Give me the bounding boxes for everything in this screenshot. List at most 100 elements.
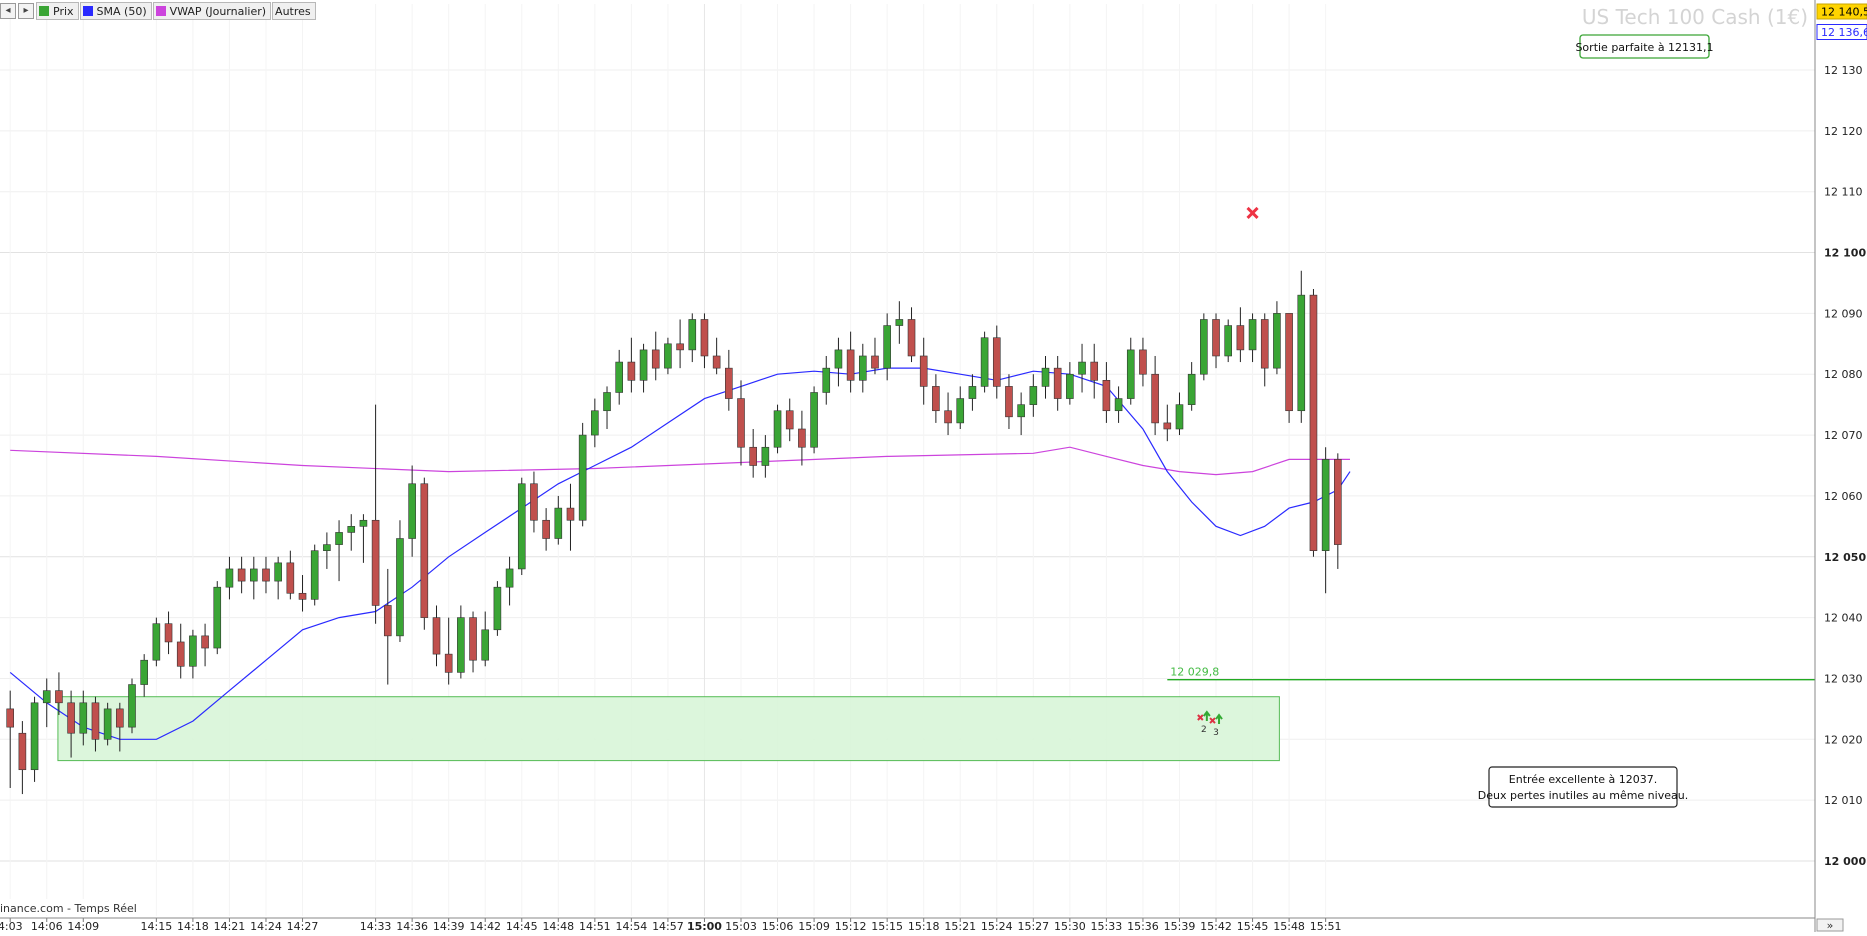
- zoom-in-icon[interactable]: ▸: [18, 3, 34, 19]
- x-tick-label: 15:48: [1273, 920, 1305, 932]
- candle-body: [91, 702, 100, 740]
- x-tick-label: 14:09: [67, 920, 99, 932]
- candle-up: [1224, 319, 1232, 363]
- candle-body: [725, 367, 733, 399]
- candle-body: [1151, 373, 1159, 424]
- candle-body: [493, 586, 502, 631]
- candle-body: [749, 446, 757, 466]
- candle-up: [1175, 392, 1184, 436]
- x-tick-label: 15:27: [1017, 920, 1049, 932]
- candle-down: [627, 337, 636, 393]
- legend-item-vwap[interactable]: VWAP (Journalier): [152, 2, 272, 20]
- candle-body: [1053, 367, 1062, 399]
- legend-item-sma[interactable]: SMA (50): [79, 2, 152, 20]
- candle-down: [176, 623, 185, 679]
- chart-watermark: US Tech 100 Cash (1€): [1582, 5, 1808, 29]
- x-tick-label: 14:33: [360, 920, 392, 932]
- candle-body: [1273, 313, 1281, 369]
- entry-callout-line1: Entrée excellente à 12037.: [1509, 773, 1657, 786]
- candle-body: [323, 544, 331, 551]
- candle-up: [639, 343, 648, 393]
- candle-down: [1285, 313, 1293, 423]
- scroll-right-button[interactable]: »: [1816, 918, 1844, 932]
- candle-up: [810, 386, 818, 454]
- sma-line: [9, 367, 1351, 740]
- candle-body: [603, 392, 611, 412]
- candle-down: [420, 477, 429, 630]
- candle-down: [1334, 453, 1342, 569]
- candle-down: [749, 428, 757, 478]
- chart-legend-bar: ◂ ▸ Prix SMA (50) VWAP (Journalier) Autr…: [0, 2, 317, 20]
- candle-down: [286, 550, 295, 600]
- candle-body: [310, 550, 319, 600]
- candle-body: [1248, 319, 1257, 351]
- candle-body: [457, 617, 465, 673]
- candle-up: [42, 678, 51, 728]
- candle-body: [530, 483, 538, 521]
- x-tick-label: 15:21: [944, 920, 976, 932]
- candle-body: [42, 690, 51, 704]
- x-tick-label: 15:51: [1310, 920, 1342, 932]
- price-tag: 12 136,6: [1816, 24, 1867, 40]
- candle-body: [213, 586, 222, 649]
- candle-body: [773, 410, 782, 448]
- candle-up: [956, 386, 965, 429]
- candle-down: [164, 611, 173, 655]
- candle-body: [152, 623, 161, 661]
- vwap-swatch: [155, 6, 166, 16]
- candle-up: [347, 514, 356, 551]
- candle-body: [1163, 422, 1172, 430]
- candle-up: [603, 386, 611, 429]
- candle-body: [517, 483, 526, 570]
- candle-body: [761, 446, 770, 466]
- candle-body: [1078, 361, 1086, 375]
- x-tick-label: 15:00: [687, 920, 722, 932]
- x-tick-label: 14:06: [31, 920, 63, 932]
- legend-label-autres: Autres: [275, 4, 311, 18]
- candle-body: [664, 343, 672, 369]
- entry-callout-box: [1488, 766, 1678, 808]
- legend-item-prix[interactable]: Prix: [36, 2, 79, 20]
- candle-up: [1078, 343, 1086, 393]
- candle-down: [469, 611, 477, 673]
- y-tick-label: 12 130: [1824, 64, 1863, 77]
- legend-item-autres[interactable]: Autres: [272, 2, 316, 20]
- candle-body: [1102, 380, 1111, 412]
- candle-down: [18, 721, 27, 795]
- x-tick-label: 14:45: [506, 920, 538, 932]
- candle-down: [871, 337, 879, 375]
- candle-body: [1334, 459, 1342, 545]
- candle-up: [79, 690, 88, 746]
- price-tag-label: 12 140,5: [1821, 6, 1867, 19]
- candle-body: [883, 325, 891, 369]
- candle-body: [566, 507, 575, 521]
- candle-body: [18, 732, 27, 771]
- candle-down: [116, 702, 124, 752]
- candle-body: [201, 635, 209, 649]
- exit-callout-box: [1579, 34, 1710, 59]
- candle-body: [919, 355, 928, 387]
- candle-body: [1139, 349, 1147, 375]
- candle-body: [615, 361, 624, 393]
- x-tick-label: 14:27: [287, 920, 319, 932]
- source-label: inance.com - Temps Réel: [0, 902, 137, 915]
- scroll-right-icon: »: [1827, 919, 1834, 932]
- candle-body: [591, 410, 599, 436]
- candle-up: [591, 398, 599, 448]
- candle-down: [91, 696, 100, 752]
- candle-body: [298, 592, 307, 600]
- candle-body: [1066, 373, 1074, 399]
- legend-label-sma: SMA (50): [96, 4, 147, 18]
- x-tick-label: 15:30: [1054, 920, 1086, 932]
- candle-body: [505, 568, 514, 588]
- candle-body: [834, 349, 843, 369]
- candle-body: [469, 617, 477, 661]
- candle-down: [785, 398, 794, 442]
- candle-up: [335, 520, 343, 582]
- zoom-out-icon[interactable]: ◂: [0, 3, 16, 19]
- candle-body: [262, 568, 270, 582]
- candle-down: [383, 568, 392, 685]
- loss-cross-icon: [1197, 714, 1204, 721]
